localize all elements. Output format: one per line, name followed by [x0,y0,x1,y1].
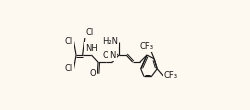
Text: NH: NH [85,44,98,53]
Text: N: N [109,51,116,60]
Text: Cl: Cl [64,37,73,46]
Text: CF₃: CF₃ [140,42,154,51]
Text: H₂N: H₂N [102,37,118,46]
Text: O: O [102,51,109,60]
Text: Cl: Cl [64,64,73,73]
Text: Cl: Cl [86,28,94,37]
Text: CF₃: CF₃ [164,71,178,80]
Text: O: O [89,69,96,78]
